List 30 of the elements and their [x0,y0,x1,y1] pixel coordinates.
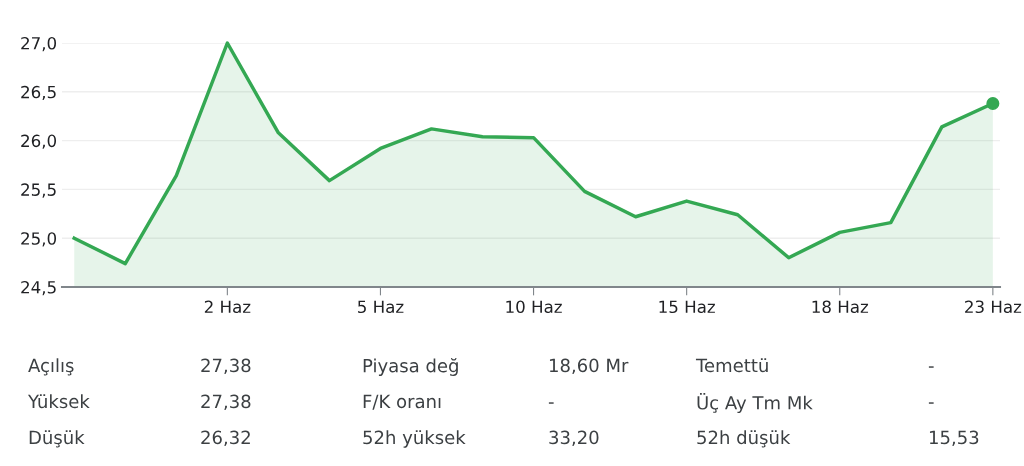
text: 33,20 [549,430,599,447]
text: 52h düşük [697,430,791,448]
text: 18,60 Mr [549,358,629,375]
x-tick-label: 10 Haz [506,300,562,314]
x-tick-label: 2 Haz [204,300,251,314]
text: - [548,402,554,404]
text: Temettü [695,358,768,373]
y-tick-label: 26,0 [21,134,57,149]
text: 27,38 [201,358,251,375]
text: 15,53 [929,430,979,447]
text: 52h yüksek [363,430,466,448]
x-tick-label: 23 Haz [965,300,1022,314]
text: F/K oranı [363,394,441,410]
text: 27,38 [201,394,251,411]
y-tick-label: 26,5 [21,85,56,101]
text: Yüksek [27,394,90,409]
y-tick-label: 25,5 [21,183,56,198]
x-tick-label: 18 Haz [812,300,869,314]
text: - [928,366,934,368]
x-tick-label: 5 Haz [358,300,404,314]
text: - [928,402,934,404]
text: Açılış [28,358,74,376]
text: Piyasa değ [363,358,458,376]
text: 26,32 [201,430,250,447]
y-tick-label: 25,0 [21,232,57,247]
x-tick-label: 15 Haz [659,300,715,314]
text: Üç Ay Tm Mk [697,392,813,414]
y-tick-label: 24,5 [21,280,56,296]
text: Düşük [29,430,85,448]
y-tick-label: 27,0 [21,36,57,52]
